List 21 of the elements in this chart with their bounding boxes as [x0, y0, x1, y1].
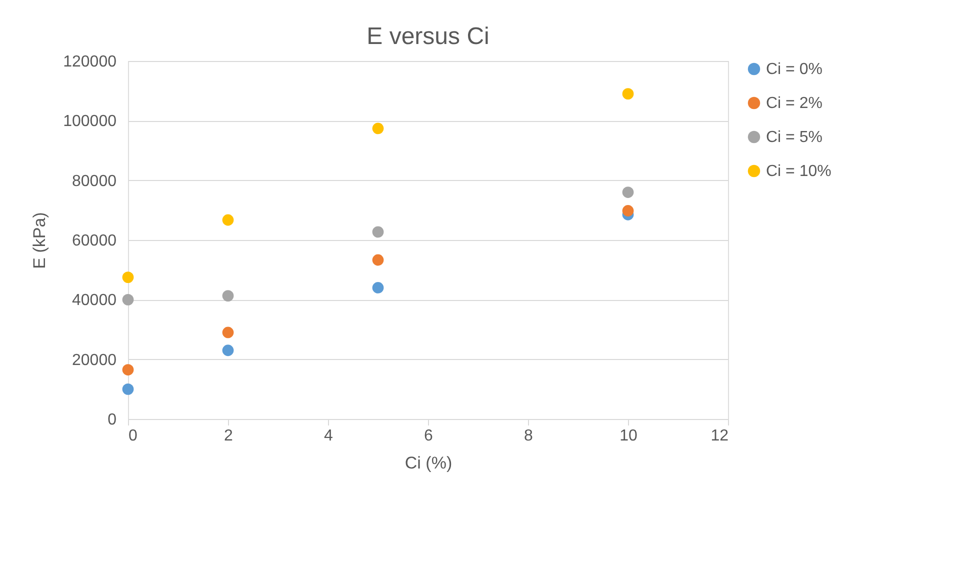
x-tick-label: 2: [224, 428, 234, 444]
y-tick-label: 120000: [63, 54, 117, 70]
y-axis-title: E (kPa): [30, 212, 50, 269]
y-tick-label: 80000: [72, 172, 117, 190]
x-tick-label: 0: [128, 428, 138, 444]
legend-label: Ci = 10%: [766, 163, 832, 180]
x-tick-label: 10: [620, 428, 638, 444]
x-tick-label: 12: [710, 428, 729, 444]
y-tick-label: 100000: [63, 113, 117, 130]
legend-label: Ci = 0%: [766, 61, 822, 78]
x-tick-label: 4: [324, 428, 334, 444]
y-tick-label: 60000: [72, 232, 117, 250]
legend-label: Ci = 2%: [766, 95, 822, 112]
x-tick-label: 8: [524, 428, 534, 444]
y-tick-label: 0: [108, 412, 117, 428]
x-axis-title: Ci (%): [404, 454, 452, 472]
chart-title: E versus Ci: [366, 23, 490, 50]
x-tick-label: 6: [424, 428, 434, 444]
y-tick-label: 40000: [72, 292, 117, 310]
legend-label: Ci = 5%: [766, 129, 822, 146]
y-tick-label: 20000: [72, 352, 117, 369]
